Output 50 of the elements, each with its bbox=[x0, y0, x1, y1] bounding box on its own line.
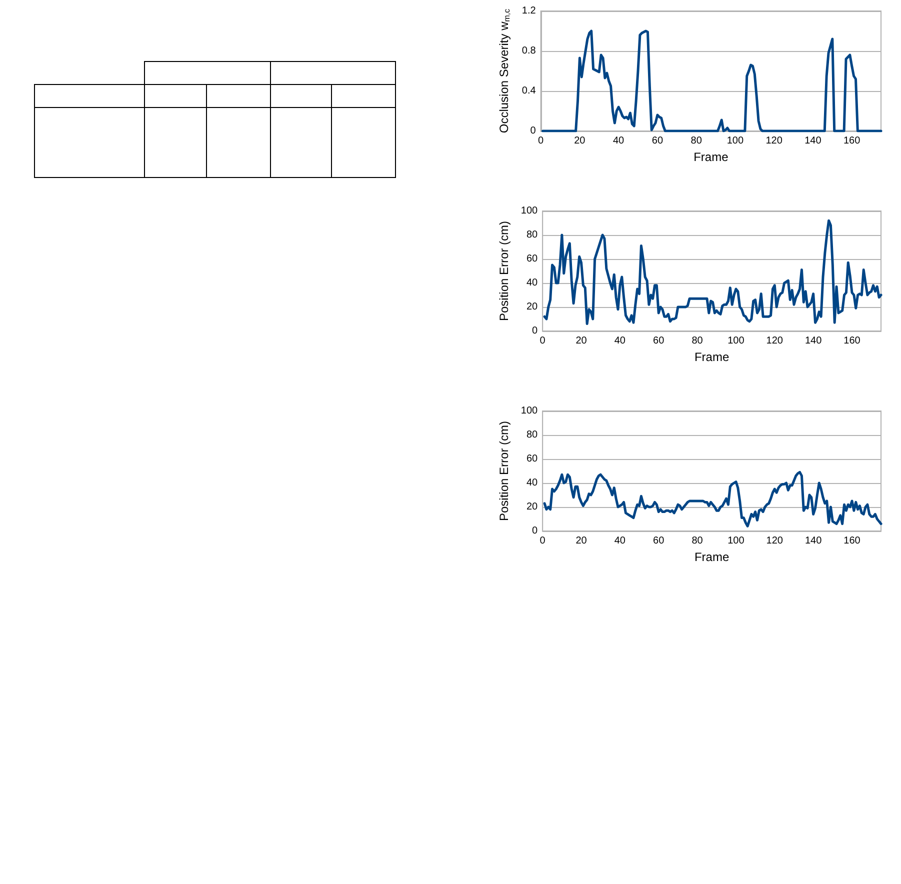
x-tick-label: 120 bbox=[766, 136, 783, 146]
x-axis-title: Frame bbox=[694, 350, 730, 364]
y-tick-label: 0.8 bbox=[522, 46, 536, 56]
x-tick-label: 60 bbox=[653, 336, 665, 346]
y-tick-label: 0 bbox=[532, 526, 538, 536]
x-tick-label: 20 bbox=[574, 136, 586, 146]
x-tick-label: 20 bbox=[576, 536, 588, 546]
x-tick-label: 120 bbox=[766, 536, 784, 546]
x-tick-label: 160 bbox=[844, 336, 861, 346]
x-tick-label: 100 bbox=[728, 536, 745, 546]
y-axis-title: Position Error (cm) bbox=[497, 220, 511, 322]
y-axis-title: Position Error (cm) bbox=[497, 420, 511, 522]
y-tick-label: 100 bbox=[520, 206, 538, 216]
x-tick-label: 120 bbox=[766, 336, 784, 346]
x-tick-label: 100 bbox=[728, 336, 745, 346]
y-tick-label: 40 bbox=[526, 278, 538, 288]
y-tick-label: 60 bbox=[526, 454, 538, 464]
x-tick-label: 40 bbox=[614, 336, 626, 346]
y-tick-label: 0.4 bbox=[522, 86, 536, 96]
x-axis-title: Frame bbox=[694, 550, 730, 564]
y-tick-label: 80 bbox=[526, 430, 538, 440]
x-tick-label: 140 bbox=[804, 536, 822, 546]
x-tick-label: 40 bbox=[614, 536, 626, 546]
y-tick-label: 100 bbox=[520, 406, 538, 416]
y-tick-label: 80 bbox=[526, 230, 538, 240]
x-tick-label: 140 bbox=[804, 136, 822, 146]
y-tick-label: 1.2 bbox=[522, 6, 536, 16]
x-axis-title: Frame bbox=[694, 150, 729, 164]
x-tick-label: 100 bbox=[726, 136, 744, 146]
y-axis-title: Occlusion Severity wm,c bbox=[497, 8, 512, 134]
x-tick-label: 60 bbox=[653, 536, 665, 546]
line-series bbox=[543, 219, 882, 326]
x-tick-label: 20 bbox=[576, 336, 588, 346]
y-tick-label: 20 bbox=[526, 302, 538, 312]
x-tick-label: 40 bbox=[613, 136, 625, 146]
x-tick-label: 0 bbox=[540, 336, 546, 346]
x-tick-label: 80 bbox=[690, 136, 702, 146]
y-tick-label: 60 bbox=[526, 254, 538, 264]
line-series bbox=[543, 470, 882, 528]
y-tick-label: 0 bbox=[532, 326, 538, 336]
x-tick-label: 160 bbox=[844, 536, 861, 546]
x-tick-label: 80 bbox=[692, 336, 704, 346]
y-tick-label: 40 bbox=[526, 478, 538, 488]
x-tick-label: 0 bbox=[540, 536, 546, 546]
x-tick-label: 80 bbox=[692, 536, 704, 546]
y-tick-label: 20 bbox=[526, 502, 538, 512]
x-tick-label: 140 bbox=[804, 336, 822, 346]
x-tick-label: 160 bbox=[843, 136, 861, 146]
x-tick-label: 60 bbox=[652, 136, 664, 146]
y-tick-label: 0 bbox=[530, 126, 536, 136]
